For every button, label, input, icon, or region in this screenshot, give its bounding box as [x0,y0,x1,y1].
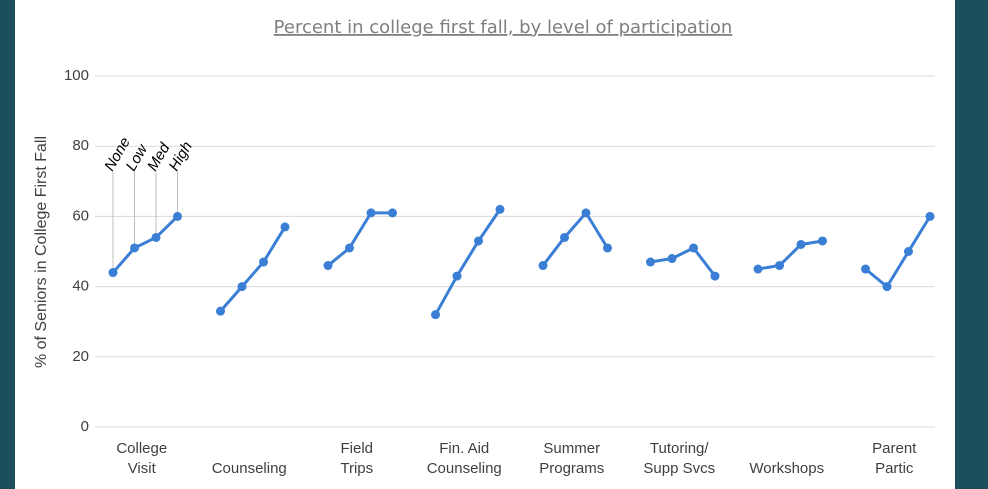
point [173,211,182,221]
point [538,261,548,271]
point [495,204,505,214]
x-tick-label: Trips [340,460,373,477]
y-tick-label: 80 [72,137,89,154]
point [280,222,290,232]
point [237,282,247,292]
point [130,243,139,253]
y-tick-label: 40 [72,278,89,295]
point [904,247,913,256]
point [861,264,870,274]
series-line [864,215,932,289]
x-tick-label: Visit [128,460,157,477]
y-tick-label: 100 [64,67,89,84]
x-tick-label: Supp Svcs [643,460,715,477]
point [151,232,161,242]
point [925,211,935,221]
point [431,310,440,320]
point [667,254,677,264]
series-line [650,246,717,277]
x-tick-label: Workshops [749,460,824,477]
point [560,232,569,242]
chart-title: Percent in college first fall, by level … [274,17,733,38]
point [710,271,720,281]
series-line [327,211,393,267]
point [388,208,397,218]
point [323,261,333,271]
point [796,239,806,249]
point [581,208,591,218]
x-tick-label: College [116,440,167,457]
x-tick-label: Counseling [427,460,502,477]
series-line [111,215,179,274]
y-tick-label: 60 [72,207,89,224]
y-axis-label: % of Seniors in College First Fall [33,136,50,368]
point [689,243,698,253]
point [452,271,462,281]
point [646,257,655,267]
point [259,257,268,267]
point [108,268,118,278]
x-tick-label: Counseling [212,460,287,477]
series-line [434,208,502,316]
series-line [541,211,609,267]
y-tick-label: 20 [72,348,89,365]
point [775,261,784,271]
chart-panel [15,0,955,489]
x-tick-label: Partic [875,460,914,477]
x-tick-label: Summer [543,440,600,457]
point [603,243,612,253]
x-tick-label: Programs [539,460,604,477]
series-line [757,239,823,271]
x-tick-label: Parent [872,440,917,457]
x-tick-label: Field [340,440,373,457]
point [345,243,354,253]
point [818,236,827,246]
y-tick-label: 0 [81,418,89,435]
x-tick-label: Tutoring/ [650,440,709,457]
point [474,236,483,246]
x-tick-label: Fin. Aid [439,440,489,457]
point [882,282,892,292]
point [216,306,225,316]
point [753,264,763,274]
point [366,208,376,218]
series-line [219,226,287,313]
